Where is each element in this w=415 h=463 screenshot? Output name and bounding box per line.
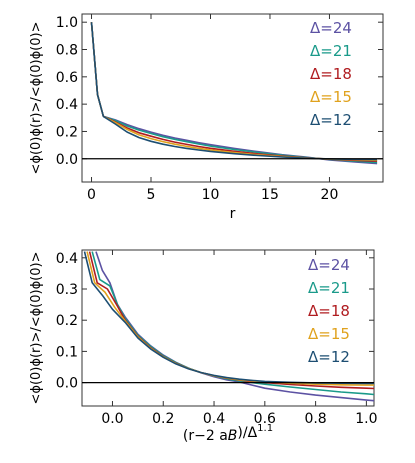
- x-tick-label: 20: [321, 187, 339, 203]
- y-tick-label: 0.4: [56, 97, 78, 113]
- x-tick-label: 0.8: [304, 411, 326, 427]
- y-tick-label: 0.0: [56, 376, 78, 392]
- legend-entry: Δ=12: [308, 348, 350, 366]
- x-tick-label: 0: [87, 187, 96, 203]
- legend-entry: Δ=21: [310, 42, 352, 60]
- x-tick-label: 1.0: [355, 411, 377, 427]
- y-tick-label: 0.3: [56, 282, 78, 298]
- x-tick-label: 5: [147, 187, 156, 203]
- y-tick-label: 0.2: [56, 124, 78, 140]
- x-tick-label: 10: [202, 187, 220, 203]
- y-tick-label: 0.2: [56, 313, 78, 329]
- x-axis-label: r: [230, 206, 236, 222]
- legend-entry: Δ=24: [310, 19, 352, 37]
- y-axis-label: <ϕ(0)ϕ(r)>/<ϕ(0)ϕ(0)>: [29, 252, 44, 405]
- plot-frame: [81, 13, 384, 183]
- legend-entry: Δ=12: [310, 111, 352, 129]
- legend-entry: Δ=24: [308, 256, 350, 274]
- legend-entry: Δ=18: [308, 302, 350, 320]
- x-tick-label: 15: [261, 187, 279, 203]
- x-tick-label: 0.4: [203, 411, 225, 427]
- y-tick-label: 0.4: [56, 251, 78, 267]
- x-tick-label: 0.0: [101, 411, 123, 427]
- bottom-panel: 0.0 0.2 0.4 0.6 0.8 1.0 0.0 0.1 0.2 0.3 0.4 Δ=24 Δ=2…: [29, 249, 378, 444]
- plot-frame: [81, 249, 375, 407]
- legend-entry: Δ=18: [310, 65, 352, 83]
- series-group: [90, 22, 378, 165]
- y-tick-label: 0.8: [56, 43, 78, 59]
- y-tick-label: 0.0: [56, 152, 78, 168]
- legend-entry: Δ=15: [308, 325, 350, 343]
- x-tick-label: 0.2: [152, 411, 174, 427]
- top-panel: 0 5 10 15 20 0.0 0.2 0.4 0.6 0.8 1.0 Δ=24 Δ=21 Δ=18 Δ=…: [29, 13, 384, 222]
- x-axis-label: (r−2 aB)/Δ1.1: [183, 423, 273, 444]
- y-axis-label: <ϕ(0)ϕ(r)>/<ϕ(0)ϕ(0)>: [29, 22, 44, 175]
- legend-entry: Δ=15: [310, 88, 352, 106]
- y-tick-label: 0.6: [56, 70, 78, 86]
- y-tick-label: 0.1: [56, 344, 78, 360]
- y-tick-label: 1.0: [56, 15, 78, 31]
- legend-entry: Δ=21: [308, 279, 350, 297]
- x-tick-label: 0.6: [254, 411, 276, 427]
